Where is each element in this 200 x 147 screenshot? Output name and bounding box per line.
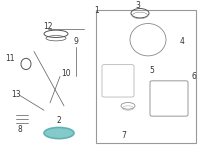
Text: 10: 10 — [61, 69, 71, 78]
Text: 12: 12 — [43, 22, 53, 31]
Bar — [96, 10, 196, 143]
Text: 2: 2 — [57, 116, 61, 125]
Text: 11: 11 — [5, 54, 15, 63]
Text: 7: 7 — [122, 131, 126, 140]
Text: 1: 1 — [95, 6, 99, 15]
Text: 4: 4 — [180, 37, 184, 46]
Text: 5: 5 — [150, 66, 154, 75]
Text: 9: 9 — [74, 37, 78, 46]
Text: 13: 13 — [11, 90, 21, 99]
Text: 8: 8 — [18, 125, 22, 134]
Text: 3: 3 — [136, 1, 140, 10]
Text: 6: 6 — [192, 72, 196, 81]
Ellipse shape — [44, 127, 74, 139]
